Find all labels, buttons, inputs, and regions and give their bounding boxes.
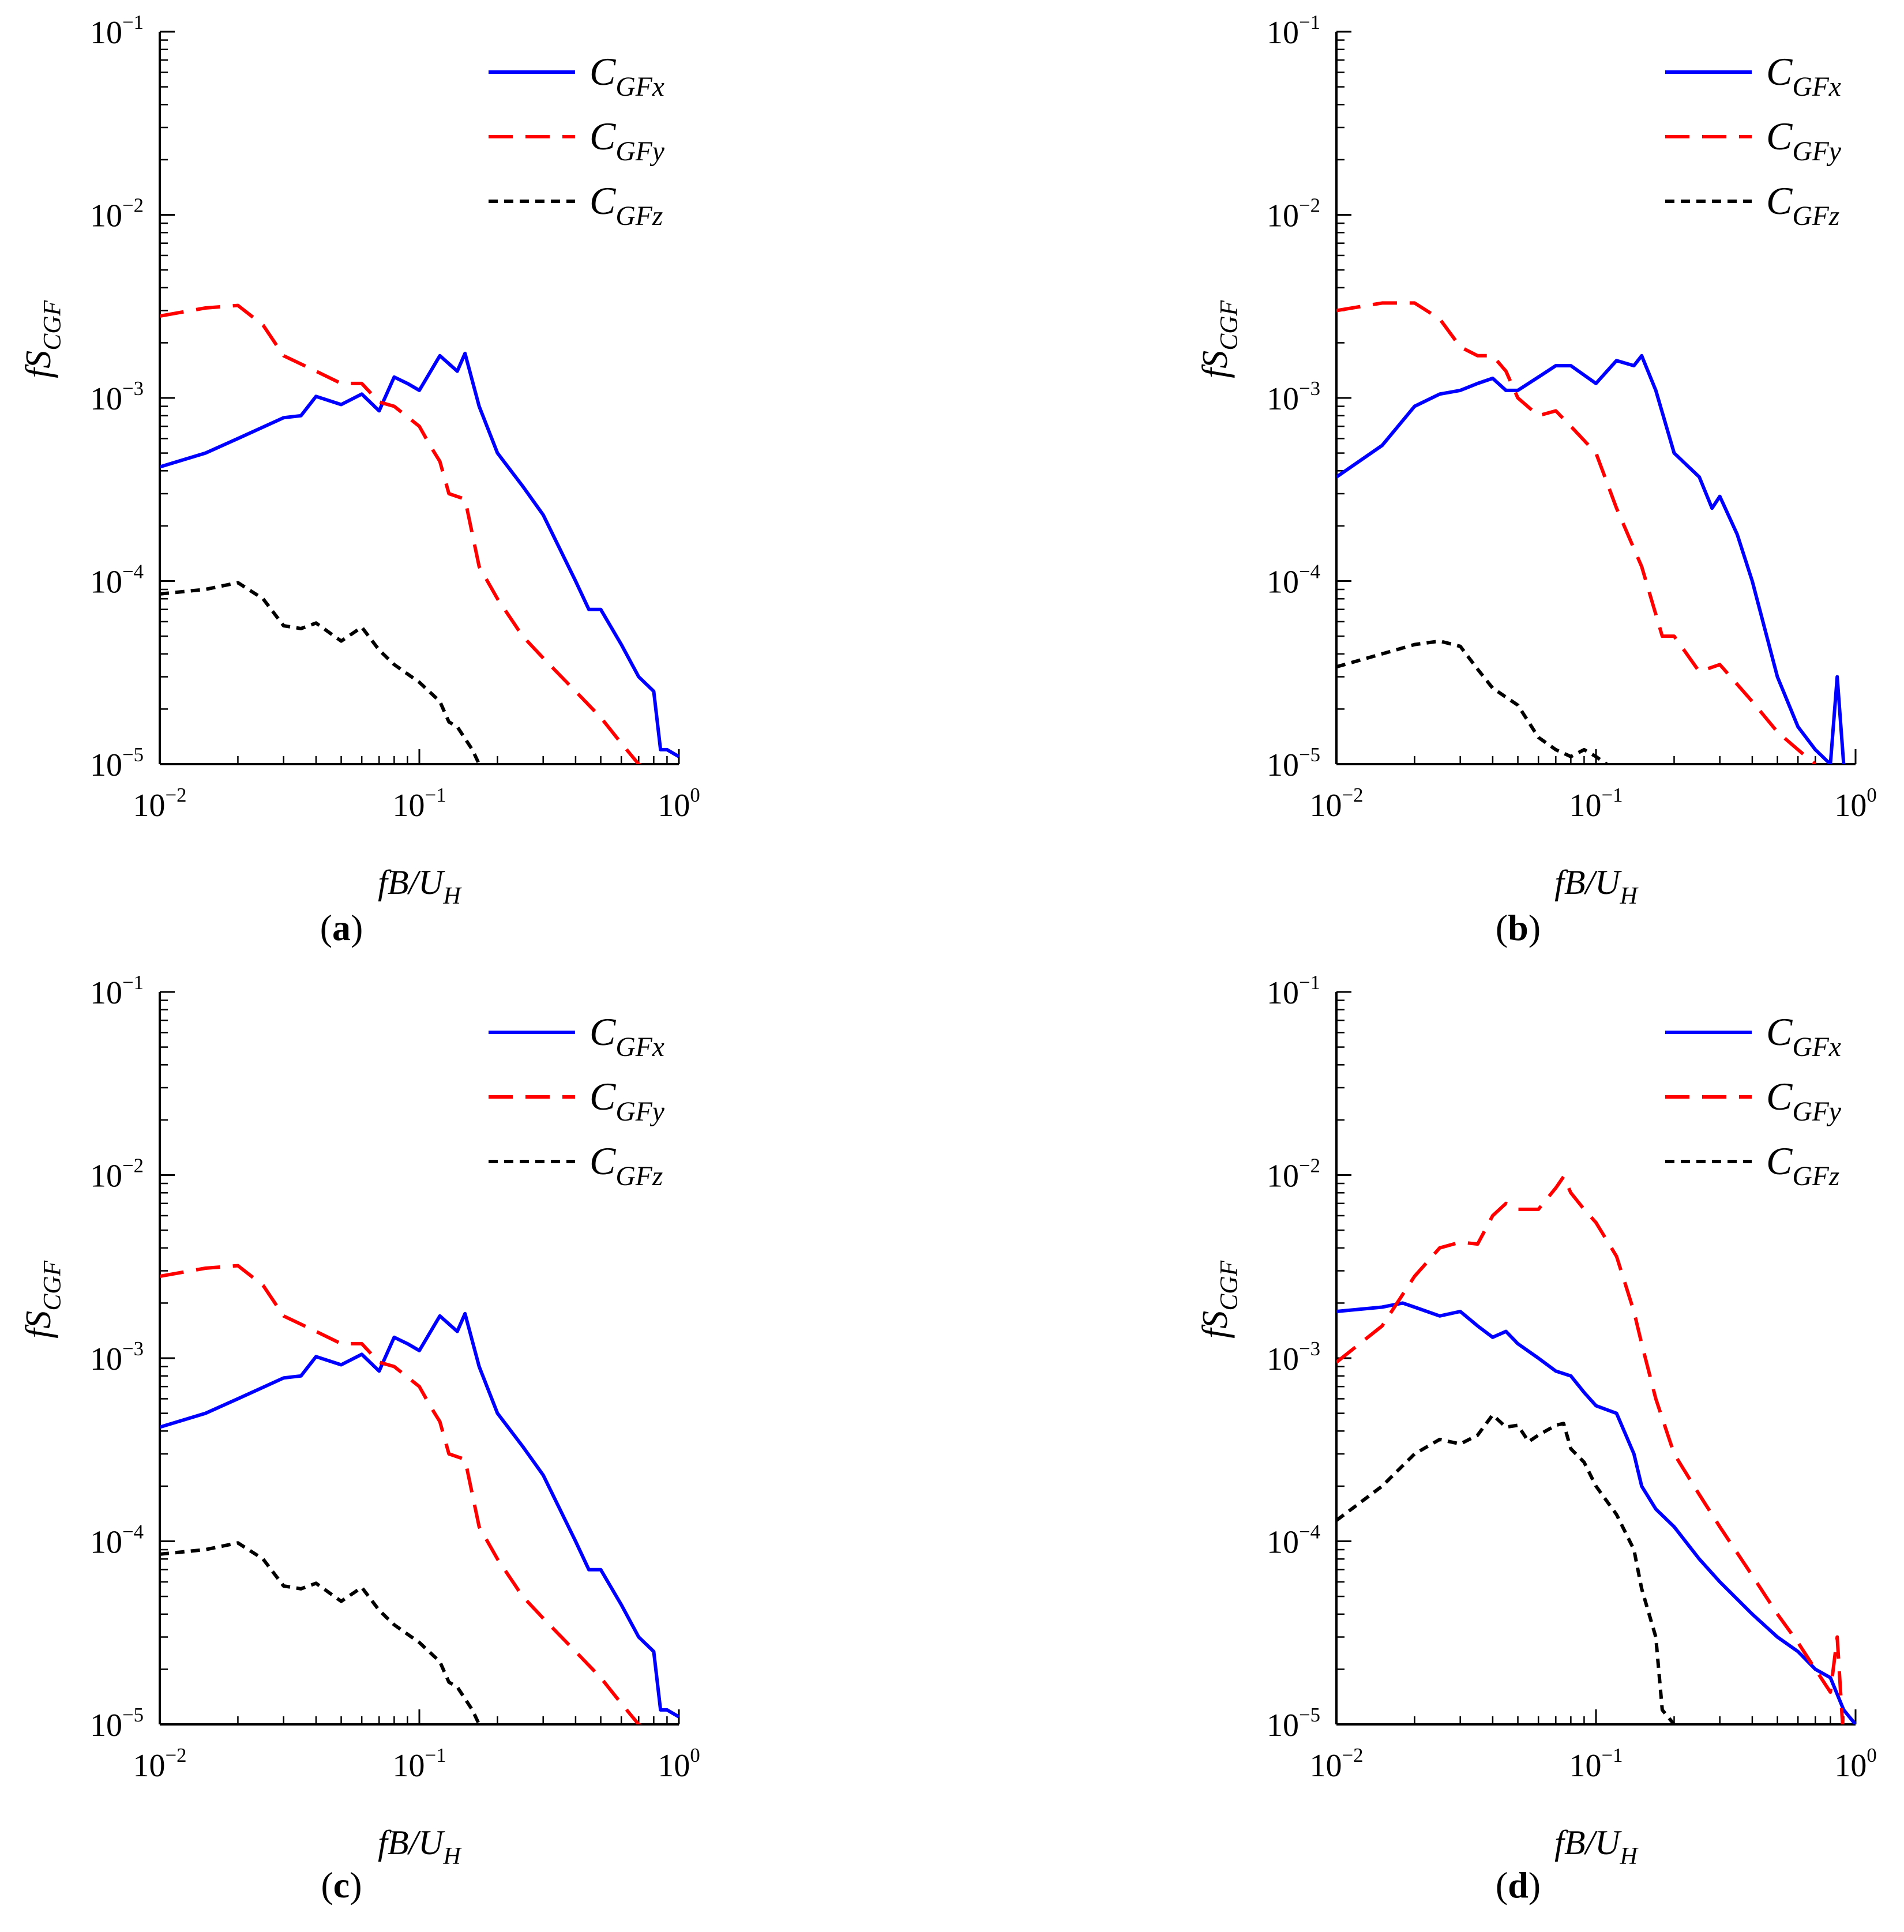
series-line-c-gfy: [160, 1264, 643, 1724]
legend-label: CGFy: [1766, 1074, 1842, 1127]
x-tick-label: 10−1: [393, 784, 446, 824]
y-axis-label: fSCGF: [19, 300, 66, 378]
series-line-c-gfz: [1336, 639, 1608, 764]
x-tick-label: 10−1: [1569, 784, 1623, 824]
legend-label: CGFx: [589, 50, 664, 102]
y-tick-label: 10−2: [90, 194, 144, 234]
y-tick-label: 10−3: [1267, 1337, 1320, 1377]
series-line-c-gfy: [1336, 301, 1817, 764]
y-tick-label: 10−1: [90, 971, 144, 1011]
y-tick-label: 10−1: [90, 11, 144, 51]
x-axis-label: fB/UH: [1554, 1824, 1639, 1870]
series-line-c-gfz: [160, 1541, 481, 1724]
y-tick-label: 10−4: [90, 560, 144, 600]
x-tick-label: 100: [658, 1744, 700, 1784]
chart-panel-d: 10−2 10−1 100 10−5 10−4 10−3 10−2 10−1 fB/UH fSCG…: [1196, 971, 1877, 1905]
chart-panel-b: 10−2 10−1 100 10−5 10−4 10−3 10−2 10−1 fB/UH fSCG…: [1196, 11, 1877, 948]
y-tick-label: 10−5: [1267, 1704, 1320, 1743]
series-line-c-gfx: [160, 351, 679, 758]
series-line-c-gfz: [1336, 1413, 1676, 1724]
y-tick-label: 10−4: [1267, 560, 1320, 600]
y-tick-label: 10−4: [1267, 1520, 1320, 1560]
legend-label: CGFy: [589, 1074, 665, 1127]
legend-label: CGFx: [589, 1010, 664, 1062]
x-tick-label: 100: [1834, 784, 1876, 824]
y-axis-label: fSCGF: [19, 1260, 66, 1339]
y-tick-label: 10−1: [1267, 971, 1320, 1011]
x-tick-label: 100: [1834, 1744, 1876, 1784]
series-line-c-gfy: [160, 303, 643, 764]
y-tick-label: 10−3: [1267, 377, 1320, 417]
series-line-c-gfx: [160, 1311, 679, 1719]
legend-label: CGFz: [1766, 1139, 1839, 1191]
x-tick-label: 10−1: [393, 1744, 446, 1784]
y-tick-label: 10−2: [1267, 1154, 1320, 1194]
panel-label: (c): [321, 1865, 362, 1905]
series-line-c-gfz: [160, 581, 481, 764]
legend-label: CGFy: [589, 114, 665, 167]
chart-panel-c: 10−2 10−1 100 10−5 10−4 10−3 10−2 10−1 fB/UH fSCG…: [19, 971, 700, 1905]
y-tick-label: 10−2: [1267, 194, 1320, 234]
x-axis-label: fB/UH: [378, 1824, 462, 1870]
legend-label: CGFx: [1766, 50, 1841, 102]
x-tick-label: 10−2: [133, 784, 187, 824]
y-tick-label: 10−4: [90, 1520, 144, 1560]
legend-label: CGFy: [1766, 114, 1842, 167]
y-tick-label: 10−5: [90, 743, 144, 783]
series-line-c-gfy: [1336, 1175, 1845, 1724]
x-tick-label: 100: [658, 784, 700, 824]
x-tick-label: 10−2: [1310, 1744, 1364, 1784]
y-tick-label: 10−5: [1267, 743, 1320, 783]
y-axis-label: fSCGF: [1196, 1260, 1242, 1339]
y-tick-label: 10−5: [90, 1704, 144, 1743]
y-axis-label: fSCGF: [1196, 300, 1242, 378]
series-line-c-gfx: [1336, 1301, 1856, 1724]
y-tick-label: 10−2: [90, 1154, 144, 1194]
y-tick-label: 10−1: [1267, 11, 1320, 51]
series-line-c-gfx: [1336, 354, 1846, 764]
panel-label: (d): [1496, 1865, 1541, 1905]
chart-panel-a: 10−2 10−1 100 10−5 10−4 10−3 10−2 10−1 fB/UH fSCG…: [19, 11, 700, 948]
x-tick-label: 10−2: [1310, 784, 1364, 824]
legend-label: CGFz: [589, 179, 663, 231]
x-tick-label: 10−2: [133, 1744, 187, 1784]
x-axis-label: fB/UH: [1554, 863, 1639, 909]
y-tick-label: 10−3: [90, 1337, 144, 1377]
legend-label: CGFz: [1766, 179, 1839, 231]
x-axis-label: fB/UH: [378, 863, 462, 909]
x-tick-label: 10−1: [1569, 1744, 1623, 1784]
y-tick-label: 10−3: [90, 377, 144, 417]
panel-label: (b): [1496, 907, 1541, 948]
legend-label: CGFz: [589, 1139, 663, 1191]
panel-label: (a): [320, 907, 363, 948]
legend-label: CGFx: [1766, 1010, 1841, 1062]
